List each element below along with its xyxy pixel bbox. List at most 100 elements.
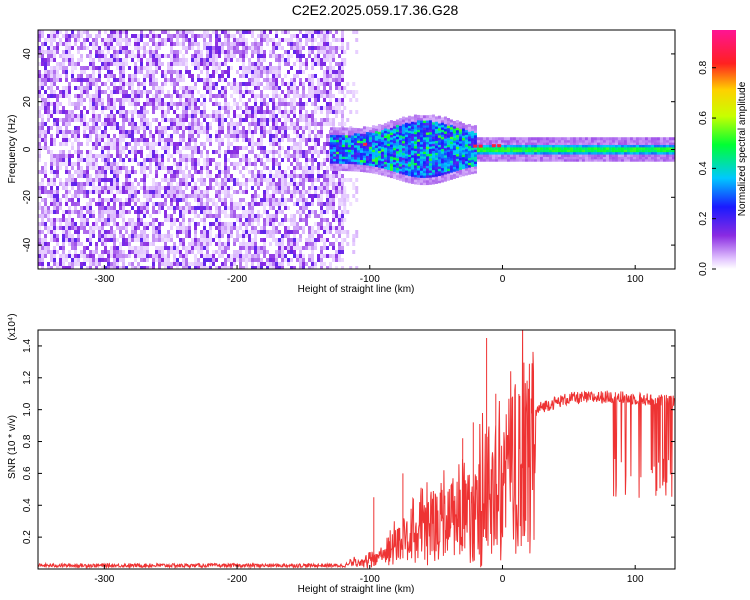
spectrogram-cell — [245, 262, 248, 266]
spectrogram-cell — [68, 110, 71, 114]
spectrogram-cell — [38, 142, 41, 146]
spectrogram-cell — [113, 46, 116, 50]
spectrogram-cell — [122, 234, 125, 238]
spectrogram-cell — [284, 186, 287, 190]
spectrogram-cell — [134, 122, 137, 126]
spectrogram-cell — [383, 166, 387, 170]
spectrogram-cell — [293, 78, 296, 82]
spectrogram-cell — [299, 210, 302, 214]
spectrogram-cell — [131, 182, 134, 186]
spectrogram-cell — [110, 210, 113, 214]
spectrogram-cell — [308, 190, 311, 194]
spectrogram-cell — [140, 202, 143, 206]
spectrogram-cell — [407, 125, 411, 129]
spectrogram-cell — [92, 38, 95, 42]
spectrogram-cell — [269, 66, 272, 70]
spectrogram-cell — [326, 226, 329, 230]
spectrogram-cell — [365, 143, 369, 147]
spectrogram-cell — [191, 118, 194, 122]
spectrogram-cell — [290, 86, 293, 90]
spectrogram-cell — [341, 182, 344, 186]
spectrogram-cell — [218, 78, 221, 82]
spectrogram-cell — [68, 62, 71, 66]
spectrogram-cell — [209, 238, 212, 242]
spectrogram-cell — [188, 158, 191, 162]
spectrogram-cell — [269, 222, 272, 226]
spectrogram-cell — [143, 194, 146, 198]
spectrogram-cell — [278, 162, 281, 166]
spectrogram-cell — [170, 34, 173, 38]
spectrogram-cell — [38, 74, 41, 78]
spectrogram-cell — [125, 30, 128, 34]
spectrogram-cell — [146, 118, 149, 122]
spectrogram-cell — [212, 94, 215, 98]
spectrogram-cell — [341, 242, 344, 246]
spectrogram-cell — [263, 102, 266, 106]
spectrogram-cell — [407, 144, 411, 148]
spectrogram-cell — [140, 38, 143, 42]
spectrogram-cell — [380, 158, 384, 162]
spectrogram-cell — [248, 246, 251, 250]
spectrogram-cell — [245, 166, 248, 170]
spectrogram-cell — [161, 62, 164, 66]
spectrogram-cell — [182, 146, 185, 150]
spectrogram-cell — [269, 142, 272, 146]
spectrogram-cell — [98, 190, 101, 194]
spectrogram-cell — [272, 46, 275, 50]
spectrogram-cell — [155, 86, 158, 90]
spectrogram-cell — [242, 158, 245, 162]
spectrogram-cell — [398, 144, 402, 148]
spectrogram-cell — [68, 154, 71, 158]
spectrogram-cell — [356, 154, 360, 158]
spectrogram-cell — [275, 258, 278, 262]
spectrogram-cell — [92, 190, 95, 194]
spectrogram-cell — [212, 82, 215, 86]
spectrogram-cell — [344, 137, 348, 141]
spectrogram-cell — [62, 210, 65, 214]
spectrogram-cell — [92, 198, 95, 202]
spectrogram-cell — [389, 127, 393, 131]
spectrogram-cell — [50, 234, 53, 238]
spectrogram-cell — [329, 86, 332, 90]
spectrogram-cell — [164, 202, 167, 206]
spectrogram-cell — [65, 122, 68, 126]
spectrogram-cell — [182, 30, 185, 34]
spectrogram-cell — [218, 146, 221, 150]
spectrogram-cell — [242, 70, 245, 74]
spectrogram-cell — [272, 258, 275, 262]
spectrogram-cell — [65, 210, 68, 214]
spectrogram-cell — [158, 134, 161, 138]
spectrogram-cell — [350, 127, 354, 131]
spectrogram-cell — [302, 262, 305, 266]
spectrogram-cell — [203, 246, 206, 250]
spectrogram-cell — [323, 150, 326, 154]
spectrogram-cell — [185, 30, 188, 34]
spectrogram-cell — [224, 70, 227, 74]
spectrogram-cell — [191, 74, 194, 78]
spectrogram-cell — [68, 50, 71, 54]
spectrogram-cell — [131, 110, 134, 114]
spectrogram-cell — [242, 94, 245, 98]
spectrogram-cell — [56, 186, 59, 190]
spectrogram-cell — [140, 126, 143, 130]
spectrogram-cell — [227, 130, 230, 134]
spectrogram-cell — [107, 106, 110, 110]
spectrogram-cell — [293, 94, 296, 98]
spectrogram-cell — [278, 130, 281, 134]
spectrogram-cell — [311, 234, 314, 238]
spectrogram-cell — [188, 210, 191, 214]
spectrogram-cell — [161, 202, 164, 206]
spectrogram-cell — [355, 198, 359, 202]
spectrogram-cell — [71, 222, 74, 226]
spectrogram-cell — [92, 214, 95, 218]
spectrogram-cell — [320, 50, 323, 54]
spectrogram-cell — [158, 162, 161, 166]
spectrogram-cell — [77, 30, 80, 34]
spectrogram-cell — [179, 186, 182, 190]
spectrogram-cell — [275, 138, 278, 142]
spectrogram-cell — [137, 190, 140, 194]
spectrogram-cell — [407, 134, 411, 138]
spectrogram-cell — [155, 46, 158, 50]
spectrogram-cell — [119, 142, 122, 146]
spectrogram-cell — [299, 182, 302, 186]
